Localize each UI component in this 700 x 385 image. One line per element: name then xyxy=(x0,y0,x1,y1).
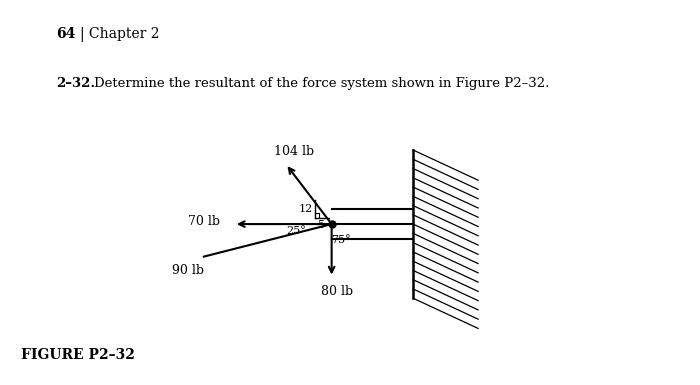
Text: 80 lb: 80 lb xyxy=(321,285,353,298)
Text: | Chapter 2: | Chapter 2 xyxy=(80,27,160,42)
Text: Determine the resultant of the force system shown in Figure P2–32.: Determine the resultant of the force sys… xyxy=(94,77,550,90)
Text: 12: 12 xyxy=(298,204,313,214)
Text: FIGURE P2–32: FIGURE P2–32 xyxy=(21,348,135,362)
Text: 75°: 75° xyxy=(332,235,351,245)
Text: 64: 64 xyxy=(56,27,76,41)
Text: 70 lb: 70 lb xyxy=(188,214,220,228)
Text: 5: 5 xyxy=(318,220,326,230)
Text: 2–32.: 2–32. xyxy=(56,77,95,90)
Text: 25°: 25° xyxy=(286,226,306,236)
Text: 104 lb: 104 lb xyxy=(274,145,314,158)
Text: 90 lb: 90 lb xyxy=(172,264,204,277)
